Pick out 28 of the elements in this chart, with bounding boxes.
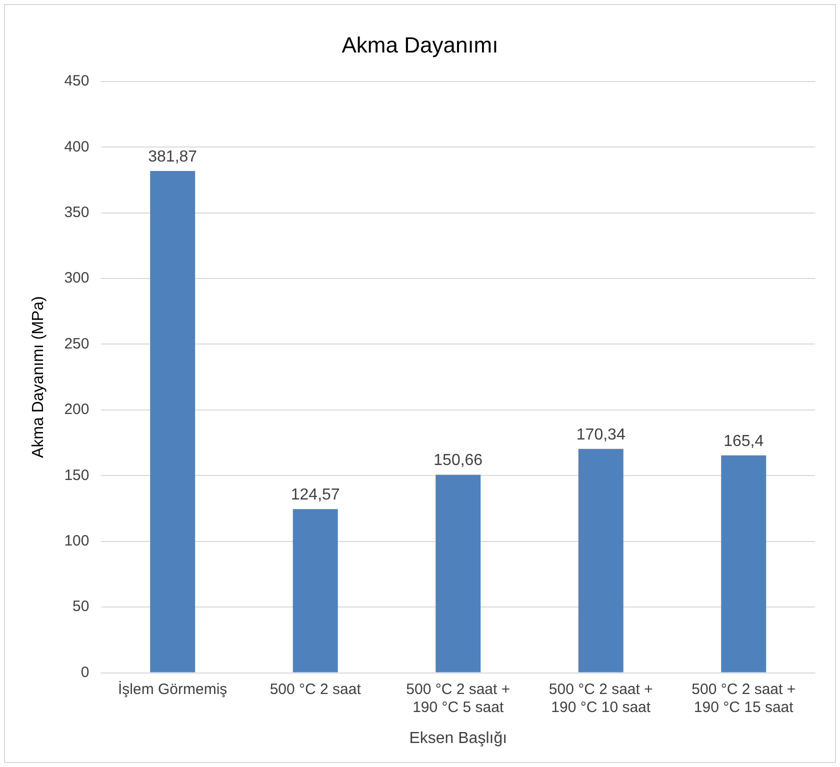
x-tick-label: 500 °C 2 saat + 190 °C 10 saat <box>548 680 654 716</box>
data-label: 381,87 <box>148 148 198 166</box>
data-label: 124,57 <box>290 486 340 504</box>
y-tick-label: 50 <box>72 598 90 616</box>
data-label: 165,4 <box>724 432 764 450</box>
bar <box>721 455 766 672</box>
y-axis-title: Akma Dayanımı (MPa) <box>30 296 48 458</box>
y-tick-label: 400 <box>64 138 90 156</box>
bar <box>292 509 338 672</box>
x-tick-label: 500 °C 2 saat + 190 °C 15 saat <box>692 680 796 716</box>
data-label: 170,34 <box>576 426 626 444</box>
bar <box>578 448 624 672</box>
bar <box>436 474 481 672</box>
y-tick-label: 200 <box>64 401 90 418</box>
y-tick-label: 0 <box>80 664 90 681</box>
x-tick-label: İşlem Görmemiş <box>118 680 228 698</box>
y-tick-label: 350 <box>64 204 90 221</box>
y-tick-label: 250 <box>64 335 90 352</box>
bar <box>150 170 196 672</box>
y-tick-label: 150 <box>64 466 90 484</box>
data-label: 150,66 <box>434 452 483 470</box>
y-tick-label: 100 <box>64 532 90 550</box>
x-tick-label: 500 °C 2 saat + 190 °C 5 saat <box>406 680 510 716</box>
x-tick-label: 500 °C 2 saat <box>270 680 362 698</box>
y-tick-label: 300 <box>64 270 90 287</box>
y-tick-label: 450 <box>64 72 90 90</box>
chart-title: Akma Dayanımı <box>342 32 498 58</box>
x-axis-title: Eksen Başlığı <box>409 730 508 747</box>
